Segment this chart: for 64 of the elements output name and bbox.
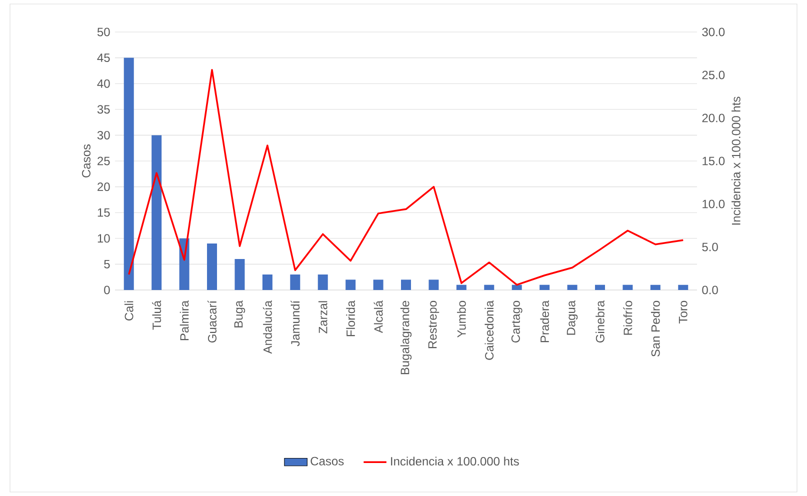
y-tick-label: 50: [97, 28, 110, 36]
bar: [262, 274, 272, 290]
y2-tick-label: 5.0: [702, 242, 718, 252]
y-tick-label: 45: [97, 54, 110, 62]
bar: [678, 284, 688, 290]
y-tick-label: 20: [98, 182, 110, 192]
y2-tick-label: 15.0: [702, 156, 725, 166]
bar: [540, 284, 550, 290]
y-tick-label: 0: [104, 286, 110, 294]
y-tick-label: 35: [97, 105, 110, 114]
x-tick-label: Zarzal: [318, 301, 328, 334]
y-tick-label: 30: [97, 130, 110, 140]
bar: [373, 280, 384, 290]
bar: [428, 280, 439, 290]
x-tick-label: Ginebra: [596, 300, 604, 342]
x-tick-label: Toro: [678, 300, 688, 324]
y2-tick-label: 30.0: [702, 28, 725, 36]
bar: [484, 284, 494, 290]
y2-tick-label: 0.0: [702, 286, 718, 294]
y2-tick-label: 25.0: [702, 70, 725, 80]
y-axis-title: Casos: [82, 144, 90, 178]
bar: [567, 284, 578, 290]
x-tick-label: Riofrío: [623, 300, 632, 335]
x-tick-label: Dagua: [566, 300, 578, 335]
bar: [124, 58, 134, 290]
bar: [401, 280, 412, 290]
y2-tick-label: 10.0: [702, 200, 725, 208]
x-tick-label: Alcalá: [374, 300, 383, 334]
bar: [234, 259, 245, 290]
y2-axis-title: Incidencia x 100.000 hts: [732, 96, 740, 225]
x-tick-label: Andalucía: [262, 300, 272, 354]
bar: [152, 135, 162, 290]
y-tick-label: 40: [97, 79, 110, 88]
bar: [512, 284, 522, 290]
x-tick-label: Buga: [234, 300, 246, 328]
x-tick-label: Florida: [346, 300, 355, 336]
legend-label: Incidencia x 100.000 hts: [391, 456, 519, 466]
y-tick-label: 5: [104, 260, 110, 268]
x-tick-label: Pradera: [540, 300, 549, 342]
x-tick-label: Palmira: [180, 300, 189, 340]
x-tick-label: San Pedro: [651, 300, 660, 357]
x-tick-label: Yumbo: [457, 300, 466, 338]
x-tick-label: Cali: [124, 301, 134, 320]
y-tick-label: 25: [98, 156, 110, 166]
bar: [650, 284, 660, 290]
bar: [290, 274, 300, 290]
legend-label: Casos: [310, 456, 344, 466]
y-tick-label: 15: [98, 208, 110, 217]
x-tick-label: Bugalagrande: [400, 300, 412, 374]
y2-tick-label: 20.0: [702, 114, 725, 122]
y-tick-label: 10: [98, 234, 110, 243]
bar: [318, 274, 328, 290]
x-tick-label: Caicedonia: [484, 300, 494, 360]
x-tick-label: Tuluá: [152, 300, 162, 330]
bar: [346, 280, 356, 290]
bar: [595, 284, 605, 290]
line-series: [128, 68, 684, 286]
x-tick-label: Guacarí: [208, 300, 216, 342]
bar: [622, 284, 633, 290]
bar: [456, 284, 466, 290]
x-tick-label: Jamundí: [290, 300, 300, 346]
x-tick-label: Restrepo: [428, 300, 440, 348]
bar: [207, 244, 218, 290]
x-tick-label: Cartago: [511, 300, 522, 342]
